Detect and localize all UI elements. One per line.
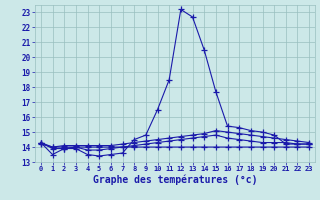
X-axis label: Graphe des températures (°c): Graphe des températures (°c) <box>93 175 257 185</box>
